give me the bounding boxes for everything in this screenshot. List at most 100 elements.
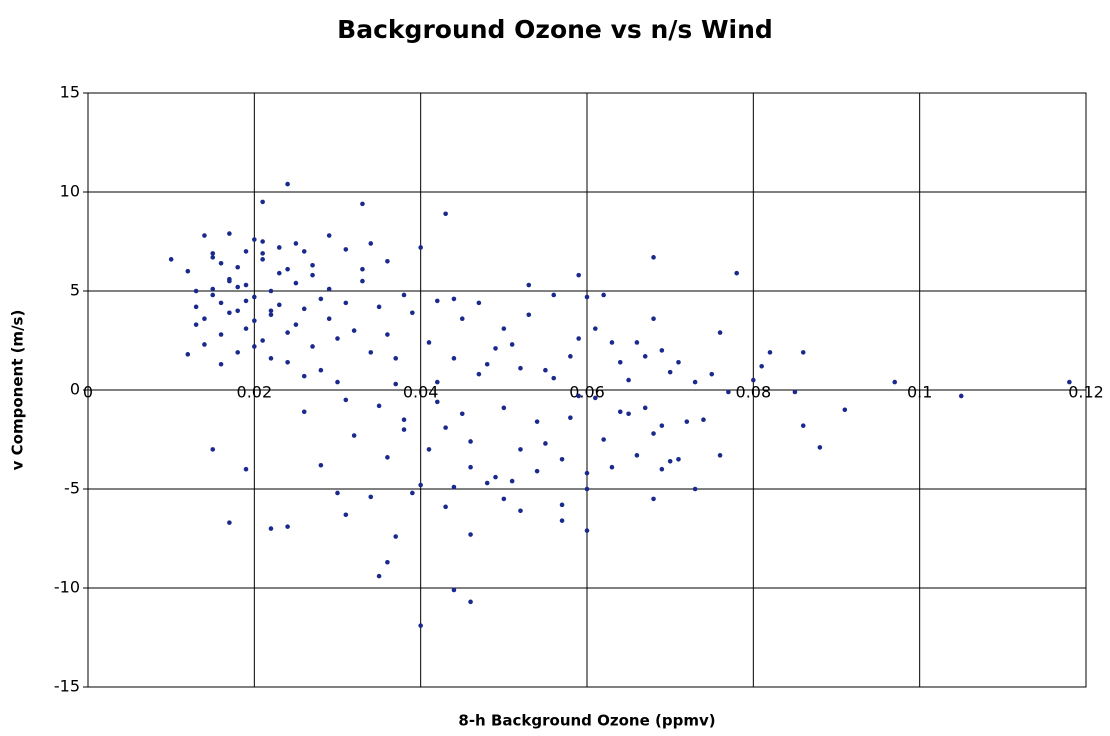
data-point: [501, 405, 507, 411]
x-tick-label: 0.06: [569, 383, 605, 402]
data-point: [651, 255, 656, 260]
data-point: [218, 361, 224, 367]
data-point: [385, 559, 390, 565]
data-point: [609, 464, 615, 470]
data-point: [343, 300, 349, 306]
data-point: [252, 237, 257, 242]
data-point: [268, 308, 274, 314]
y-tick-label: 0: [70, 380, 80, 399]
data-point: [335, 379, 340, 385]
data-point: [734, 270, 739, 276]
data-point: [276, 270, 282, 276]
data-point: [609, 340, 615, 345]
data-point: [193, 322, 199, 327]
x-tick-label: 0.04: [403, 383, 439, 402]
data-point: [617, 359, 623, 365]
data-point: [310, 344, 315, 349]
data-point: [684, 419, 690, 424]
data-point: [534, 468, 540, 474]
data-point: [202, 342, 207, 347]
data-point: [260, 257, 265, 262]
data-point: [518, 508, 523, 514]
data-point: [235, 308, 240, 314]
data-point: [185, 352, 191, 357]
y-tick-label: 10: [60, 182, 80, 201]
data-point: [1067, 379, 1072, 385]
data-point: [285, 524, 290, 529]
data-point: [210, 447, 216, 452]
data-point: [268, 312, 274, 318]
data-point: [518, 365, 523, 371]
data-point: [343, 512, 349, 518]
data-point: [368, 241, 374, 246]
data-point: [676, 457, 681, 462]
data-point: [210, 292, 216, 298]
data-point: [401, 427, 407, 432]
data-point: [418, 245, 423, 250]
data-point: [293, 280, 299, 286]
data-point: [842, 407, 848, 413]
data-point: [260, 251, 265, 256]
data-point: [443, 211, 448, 217]
data-point: [559, 457, 565, 462]
y-tick-label: -10: [54, 578, 80, 597]
data-point: [260, 338, 265, 343]
data-point: [601, 292, 606, 298]
data-point: [351, 328, 357, 333]
data-point: [443, 425, 448, 430]
data-point: [651, 496, 656, 502]
y-tick-label: -15: [54, 677, 80, 696]
data-point: [368, 350, 374, 355]
data-point: [285, 266, 290, 272]
data-point: [343, 397, 349, 403]
data-point: [285, 359, 290, 365]
data-point: [385, 455, 390, 460]
data-point: [418, 623, 423, 628]
data-point: [459, 411, 465, 417]
data-point: [659, 466, 665, 472]
data-point: [218, 300, 224, 306]
data-point: [584, 294, 590, 300]
data-point: [584, 470, 590, 476]
y-tick-label: -5: [64, 479, 80, 498]
data-point: [351, 433, 357, 438]
data-point: [410, 490, 415, 496]
data-point: [301, 306, 307, 312]
data-point: [360, 201, 365, 207]
data-point: [676, 359, 681, 365]
data-point: [509, 478, 515, 484]
data-point: [451, 356, 457, 361]
data-point: [210, 286, 216, 292]
data-point: [958, 393, 964, 399]
data-point: [243, 298, 249, 304]
data-point: [435, 399, 440, 405]
data-point: [268, 288, 274, 294]
data-point: [617, 409, 623, 415]
data-point: [726, 389, 731, 395]
data-point: [559, 518, 565, 523]
data-point: [892, 379, 898, 385]
data-point: [235, 284, 240, 290]
data-point: [401, 417, 407, 423]
data-point: [493, 346, 498, 351]
data-point: [651, 316, 656, 322]
y-axis-label: v Component (m/s): [9, 310, 27, 471]
data-point: [659, 348, 665, 353]
data-point: [584, 528, 590, 533]
data-point: [551, 292, 557, 298]
data-point: [568, 354, 573, 359]
data-point: [568, 415, 573, 421]
data-point: [335, 490, 340, 496]
data-point: [426, 340, 432, 345]
x-tick-label: 0.12: [1068, 383, 1104, 402]
data-point: [276, 245, 282, 250]
data-point: [210, 255, 216, 260]
data-point: [285, 330, 290, 335]
data-point: [468, 599, 473, 605]
data-point: [551, 375, 557, 381]
data-point: [451, 296, 457, 302]
data-point: [326, 286, 332, 292]
data-point: [476, 300, 482, 306]
data-point: [243, 249, 249, 254]
